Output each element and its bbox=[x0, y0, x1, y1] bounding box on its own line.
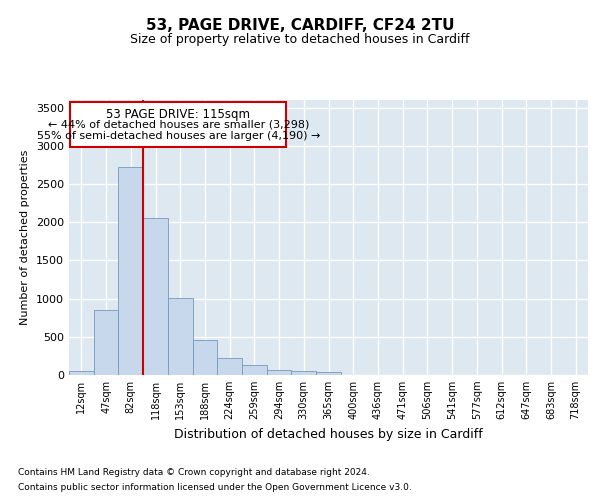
Bar bbox=[292, 371, 316, 375]
Text: ← 44% of detached houses are smaller (3,298): ← 44% of detached houses are smaller (3,… bbox=[47, 120, 309, 130]
Bar bbox=[267, 370, 292, 375]
Bar bbox=[242, 364, 267, 375]
Bar bbox=[316, 372, 341, 375]
Text: 53 PAGE DRIVE: 115sqm: 53 PAGE DRIVE: 115sqm bbox=[106, 108, 250, 122]
Bar bbox=[168, 298, 193, 375]
Text: 53, PAGE DRIVE, CARDIFF, CF24 2TU: 53, PAGE DRIVE, CARDIFF, CF24 2TU bbox=[146, 18, 454, 32]
Text: Contains public sector information licensed under the Open Government Licence v3: Contains public sector information licen… bbox=[18, 483, 412, 492]
Text: Size of property relative to detached houses in Cardiff: Size of property relative to detached ho… bbox=[130, 32, 470, 46]
Text: Contains HM Land Registry data © Crown copyright and database right 2024.: Contains HM Land Registry data © Crown c… bbox=[18, 468, 370, 477]
Bar bbox=[193, 340, 217, 375]
Text: 55% of semi-detached houses are larger (4,190) →: 55% of semi-detached houses are larger (… bbox=[37, 130, 320, 140]
Bar bbox=[118, 167, 143, 375]
Y-axis label: Number of detached properties: Number of detached properties bbox=[20, 150, 31, 325]
Bar bbox=[217, 358, 242, 375]
Bar bbox=[69, 371, 94, 375]
FancyBboxPatch shape bbox=[70, 102, 286, 146]
X-axis label: Distribution of detached houses by size in Cardiff: Distribution of detached houses by size … bbox=[174, 428, 483, 440]
Bar bbox=[94, 310, 118, 375]
Bar bbox=[143, 218, 168, 375]
